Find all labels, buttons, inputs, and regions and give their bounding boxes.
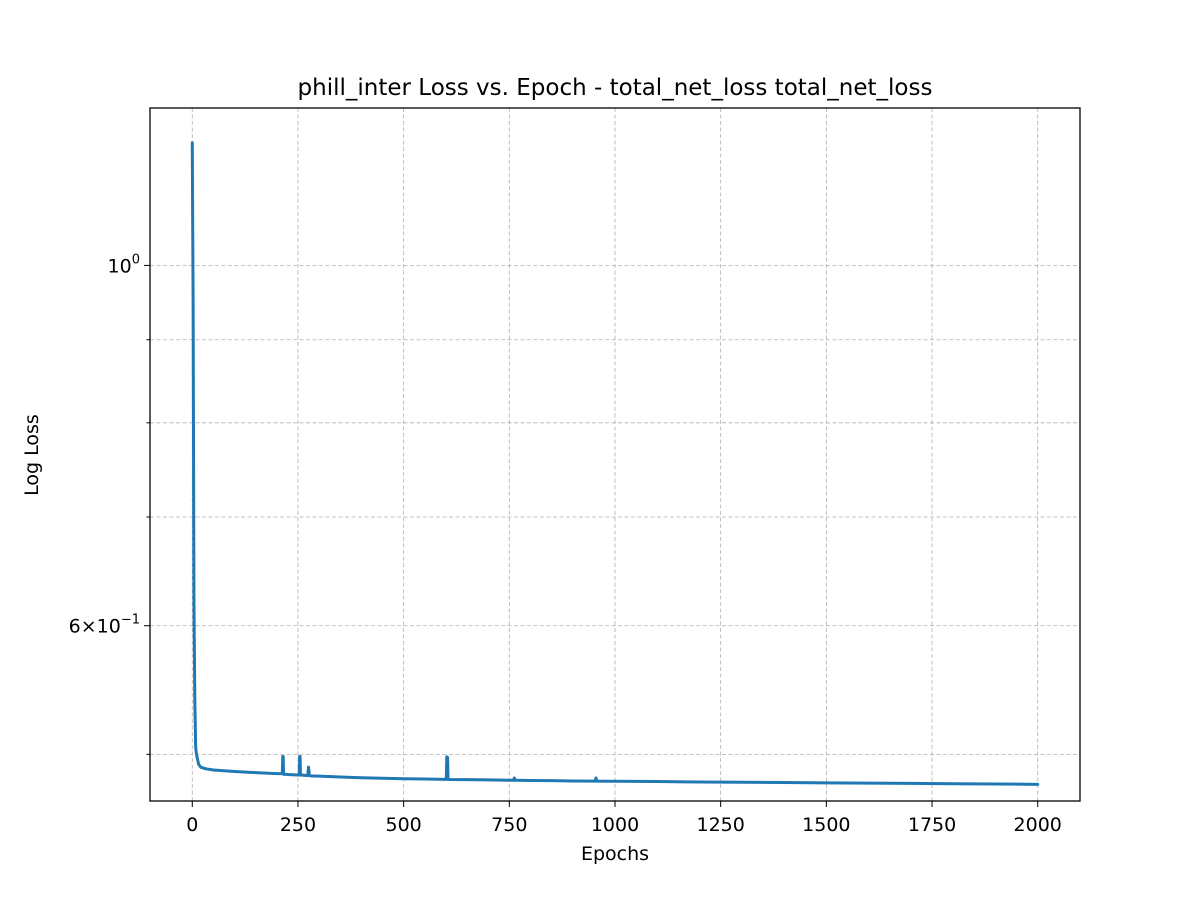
x-tick-label: 2000 bbox=[1014, 814, 1062, 836]
loss-series-line bbox=[190, 141, 1040, 786]
series-layer bbox=[190, 141, 1040, 786]
chart-title: phill_inter Loss vs. Epoch - total_net_l… bbox=[298, 75, 933, 101]
tick-layer: 0 250 500 750 1000 1250 1500 1750 2000 100 6×10−1 bbox=[69, 252, 1062, 836]
x-axis-label: Epochs bbox=[581, 843, 649, 865]
x-tick-label: 250 bbox=[280, 814, 316, 836]
x-tick-label: 0 bbox=[186, 814, 198, 836]
x-tick-label: 500 bbox=[386, 814, 422, 836]
y-axis-label: Log Loss bbox=[21, 414, 43, 496]
x-tick-label: 1250 bbox=[697, 814, 745, 836]
x-tick-label: 750 bbox=[491, 814, 527, 836]
grid-layer bbox=[150, 108, 1080, 801]
y-tick-label: 6×10−1 bbox=[69, 613, 140, 638]
y-tick-label: 100 bbox=[108, 252, 140, 277]
x-tick-label: 1750 bbox=[908, 814, 956, 836]
x-tick-label: 1000 bbox=[591, 814, 639, 836]
x-tick-label: 1500 bbox=[802, 814, 850, 836]
